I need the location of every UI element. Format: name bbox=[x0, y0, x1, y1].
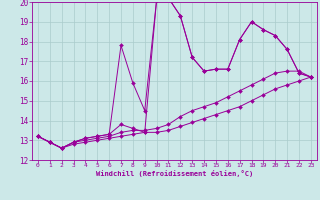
X-axis label: Windchill (Refroidissement éolien,°C): Windchill (Refroidissement éolien,°C) bbox=[96, 170, 253, 177]
